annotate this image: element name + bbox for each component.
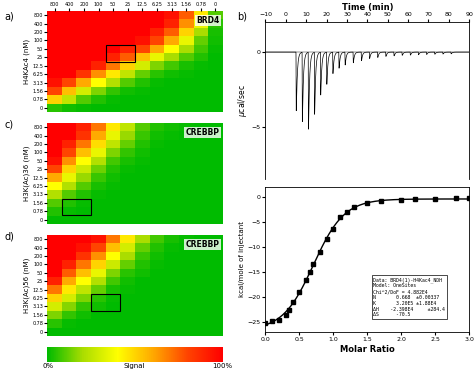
Bar — [62, 199, 91, 215]
Y-axis label: kcal/mole of injectant: kcal/mole of injectant — [239, 221, 245, 297]
X-axis label: Time (min): Time (min) — [342, 3, 393, 11]
Text: b): b) — [237, 11, 247, 21]
Text: BRD4: BRD4 — [196, 16, 219, 25]
Text: c): c) — [5, 119, 14, 129]
Text: Data: BRD4(1)-H4Kac4_NDH
Model: OneSites
Chi^2/DoF = 4.882E4
N       0.668  ±0.0: Data: BRD4(1)-H4Kac4_NDH Model: OneSites… — [374, 277, 446, 317]
X-axis label: Molar Ratio: Molar Ratio — [340, 345, 395, 354]
Text: a): a) — [5, 11, 15, 21]
Text: d): d) — [5, 231, 15, 241]
Bar — [91, 294, 120, 311]
Y-axis label: H4KAc4 (nM): H4KAc4 (nM) — [23, 39, 29, 84]
Y-axis label: H3K(Ac)56 (nM): H3K(Ac)56 (nM) — [23, 258, 29, 313]
Y-axis label: H3K(Ac)36 (nM): H3K(Ac)36 (nM) — [23, 146, 29, 201]
Bar — [106, 45, 135, 62]
Y-axis label: $\mu$cal/sec: $\mu$cal/sec — [236, 85, 249, 117]
Text: CREBBP: CREBBP — [185, 128, 219, 137]
Text: CREBBP: CREBBP — [185, 240, 219, 249]
